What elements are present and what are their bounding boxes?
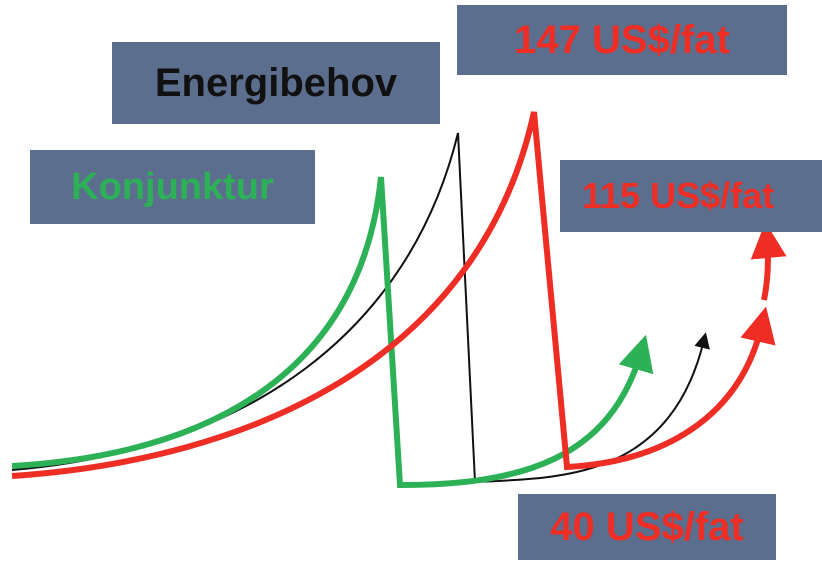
konjunktur-label: Konjunktur [30, 150, 315, 224]
oljepris-curve [11, 111, 776, 479]
price-recovery-label: 115 US$/fat [560, 160, 822, 232]
price-high-label-text: 147 US$/fat [514, 17, 730, 62]
price-low-label: 40 US$/fat [518, 494, 776, 560]
oljepris-continuation-arrow [750, 222, 787, 301]
energibehov-label: Energibehov [112, 42, 440, 124]
price-recovery-label-text: 115 US$/fat [582, 175, 775, 216]
price-low-label-text: 40 US$/fat [550, 504, 744, 549]
energibehov-label-text: Energibehov [154, 60, 398, 105]
konjunktur-curve [11, 176, 654, 489]
price-high-label: 147 US$/fat [457, 5, 787, 75]
konjunktur-label-text: Konjunktur [71, 165, 274, 208]
